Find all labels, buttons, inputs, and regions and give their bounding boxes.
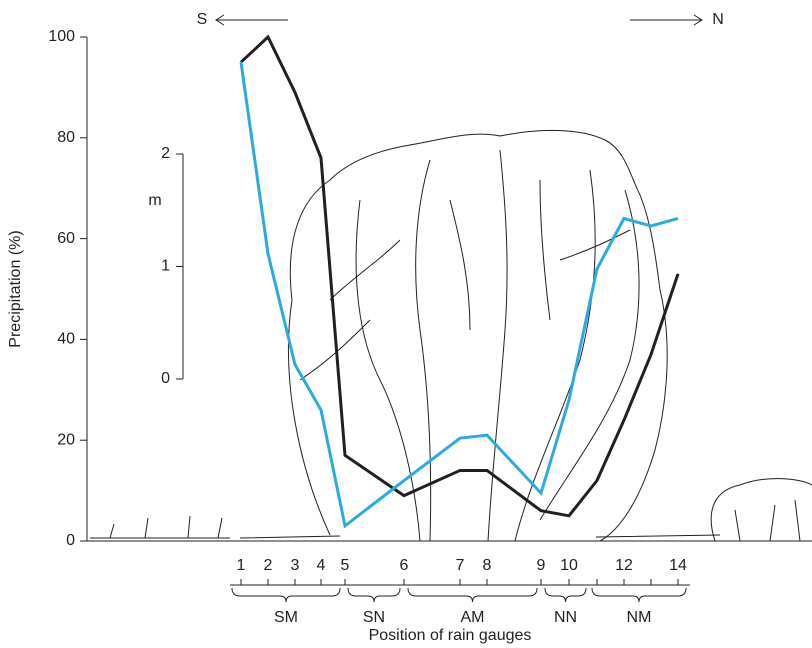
group-brace bbox=[544, 587, 587, 603]
direction-arrow bbox=[630, 14, 703, 26]
scale-label: m bbox=[148, 192, 161, 209]
x-tick-label: 1 bbox=[237, 557, 246, 574]
x-tick-label: 8 bbox=[483, 557, 492, 574]
x-tick-label: 6 bbox=[400, 557, 409, 574]
x-tick-label: 14 bbox=[669, 557, 687, 574]
scale-tick-label: 1 bbox=[161, 258, 170, 275]
y-tick-label: 0 bbox=[66, 532, 75, 549]
group-brace bbox=[347, 587, 401, 603]
group-label: SN bbox=[363, 609, 385, 626]
group-label: AM bbox=[461, 609, 485, 626]
group-label: SM bbox=[274, 609, 298, 626]
y-tick-label: 20 bbox=[57, 431, 75, 448]
direction-label: S bbox=[197, 11, 208, 28]
x-tick-label: 2 bbox=[264, 557, 273, 574]
x-tick-label: 10 bbox=[560, 557, 578, 574]
y-tick-label: 60 bbox=[57, 230, 75, 247]
y-axis-label: Precipitation (%) bbox=[7, 230, 24, 347]
x-tick-label: 9 bbox=[537, 557, 546, 574]
group-brace bbox=[407, 587, 538, 603]
y-tick-label: 40 bbox=[57, 331, 75, 348]
x-axis-label: Position of rain gauges bbox=[369, 627, 532, 644]
scale-tick-label: 2 bbox=[161, 145, 170, 162]
group-label: NM bbox=[627, 609, 652, 626]
direction-arrow bbox=[215, 14, 288, 26]
direction-label: N bbox=[712, 11, 724, 28]
x-tick-label: 12 bbox=[615, 557, 633, 574]
data-line bbox=[239, 61, 679, 529]
group-brace bbox=[591, 587, 687, 603]
scale-tick-label: 0 bbox=[161, 370, 170, 387]
group-brace bbox=[231, 587, 341, 603]
x-tick-label: 7 bbox=[456, 557, 465, 574]
y-tick-label: 100 bbox=[48, 28, 75, 45]
x-tick-label: 4 bbox=[317, 557, 326, 574]
data-line bbox=[239, 34, 680, 518]
x-tick-label: 3 bbox=[291, 557, 300, 574]
y-tick-label: 80 bbox=[57, 129, 75, 146]
group-label: NN bbox=[554, 609, 577, 626]
tree-illustration bbox=[90, 129, 812, 542]
x-tick-label: 5 bbox=[341, 557, 350, 574]
